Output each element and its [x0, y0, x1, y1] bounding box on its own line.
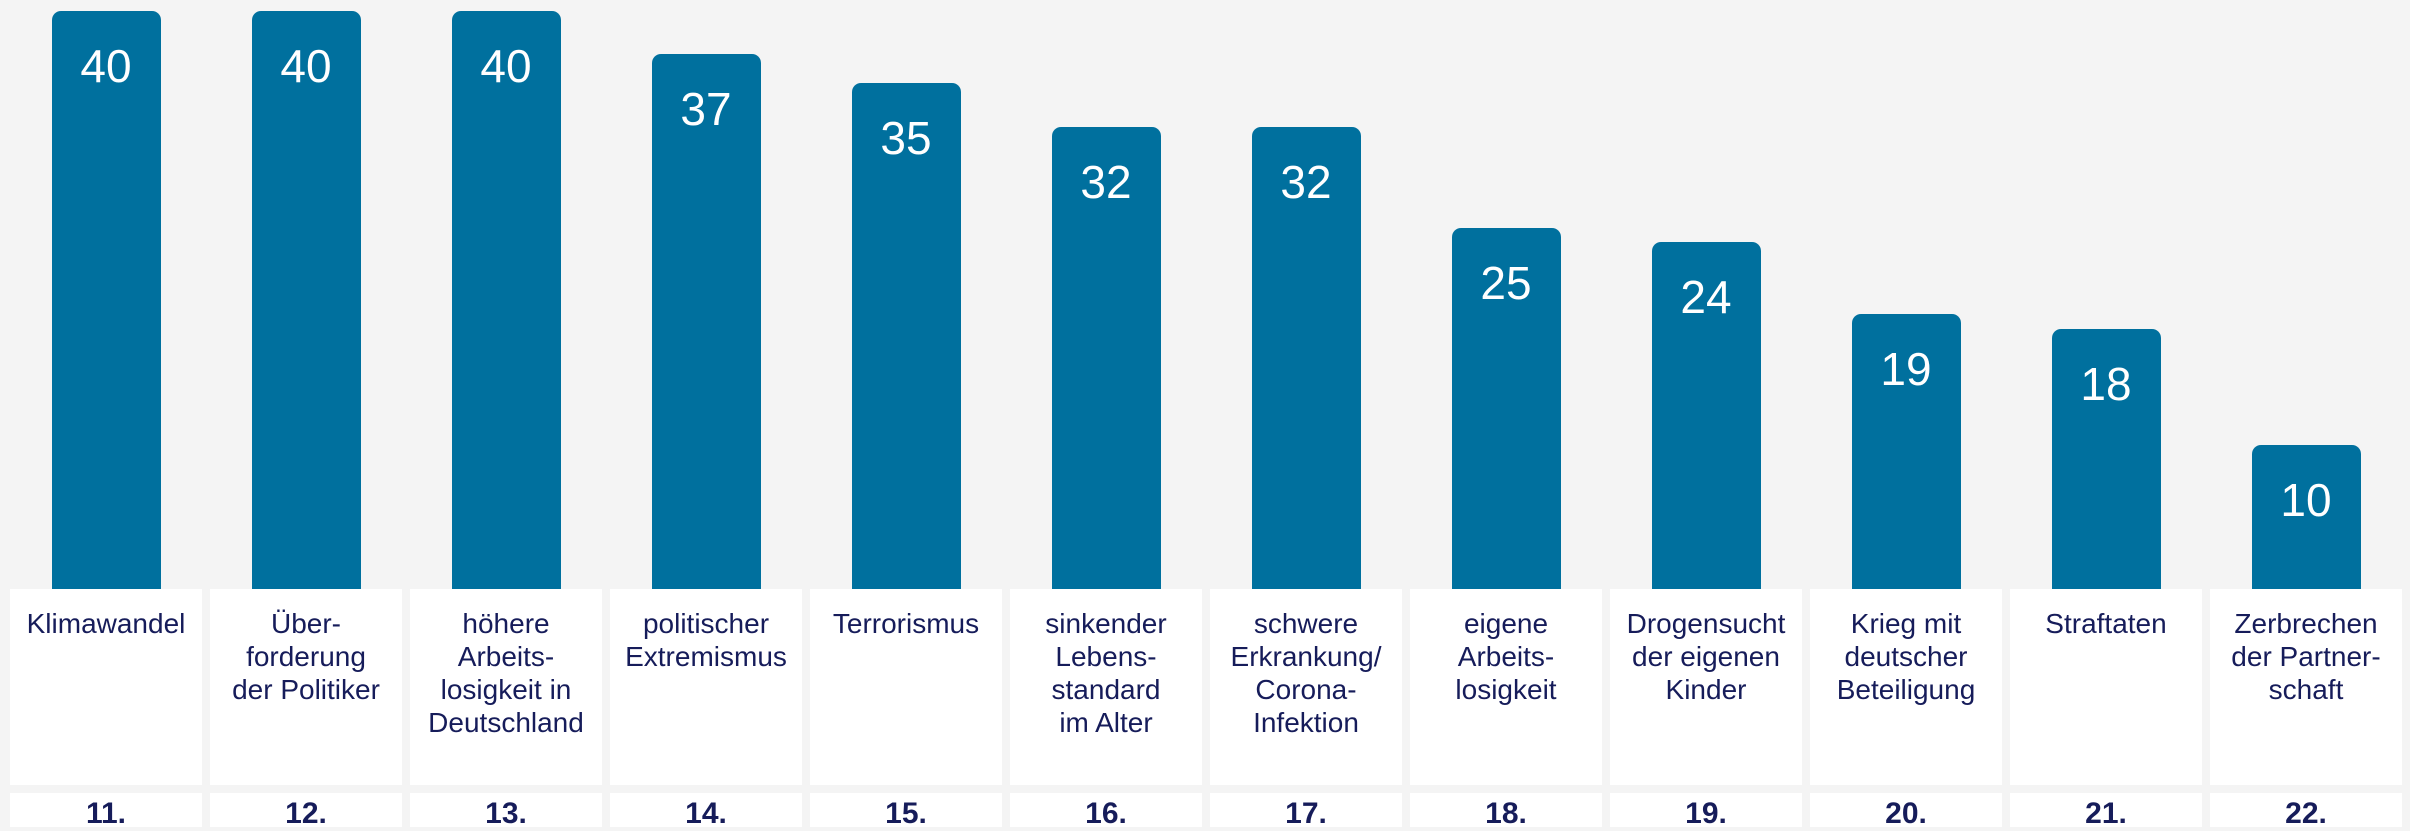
- bar: [1051, 126, 1161, 589]
- bar: [651, 54, 761, 589]
- rank-label: 14.: [610, 793, 802, 830]
- category-label: eigene Arbeits- losigkeit: [1410, 589, 1602, 785]
- value-label: 18: [2080, 357, 2132, 410]
- rank-label: 15.: [810, 793, 1002, 830]
- category-label: Klimawandel: [10, 589, 202, 785]
- bar: [2051, 328, 2161, 589]
- category-label: Über- forderung der Politiker: [210, 589, 402, 785]
- category-label: politischer Extremismus: [610, 589, 802, 785]
- rank-label: 13.: [410, 793, 602, 830]
- value-label: 40: [80, 40, 132, 92]
- bar: [851, 83, 961, 589]
- value-label: 35: [880, 112, 932, 165]
- value-label: 32: [1280, 155, 1332, 208]
- value-label: 10: [2280, 473, 2332, 526]
- bar: [2251, 444, 2361, 589]
- category-label: Krieg mit deutscher Beteiligung: [1810, 589, 2002, 785]
- rank-label: 16.: [1010, 793, 1202, 830]
- bar: [51, 11, 161, 589]
- value-label: 32: [1080, 155, 1132, 208]
- category-label: Drogensucht der eigenen Kinder: [1610, 589, 1802, 785]
- bar: [1451, 227, 1561, 589]
- rank-label: 11.: [10, 793, 202, 830]
- category-label: Straftaten: [2010, 589, 2202, 785]
- rank-label: 12.: [210, 793, 402, 830]
- category-label: sinkender Lebens- standard im Alter: [1010, 589, 1202, 785]
- rank-label: 20.: [1810, 793, 2002, 830]
- category-label: schwere Erkrankung/ Corona- Infektion: [1210, 589, 1402, 785]
- category-label: höhere Arbeits- losigkeit in Deutschland: [410, 589, 602, 785]
- category-label: Terrorismus: [810, 589, 1002, 785]
- bar: [1651, 242, 1761, 589]
- bar: [451, 11, 561, 589]
- value-label: 40: [480, 40, 532, 92]
- category-label: Zerbrechen der Partner- schaft: [2210, 589, 2402, 785]
- value-label: 40: [280, 40, 332, 92]
- rank-label: 18.: [1410, 793, 1602, 830]
- rank-label: 22.: [2210, 793, 2402, 830]
- bar: [251, 11, 361, 589]
- value-label: 25: [1480, 256, 1532, 309]
- value-label: 37: [680, 83, 732, 136]
- rank-label: 21.: [2010, 793, 2202, 830]
- rank-label: 17.: [1210, 793, 1402, 830]
- rank-label: 19.: [1610, 793, 1802, 830]
- bar: [1251, 126, 1361, 589]
- value-label: 19: [1880, 343, 1932, 396]
- bar: [1851, 314, 1961, 589]
- value-label: 24: [1680, 271, 1732, 324]
